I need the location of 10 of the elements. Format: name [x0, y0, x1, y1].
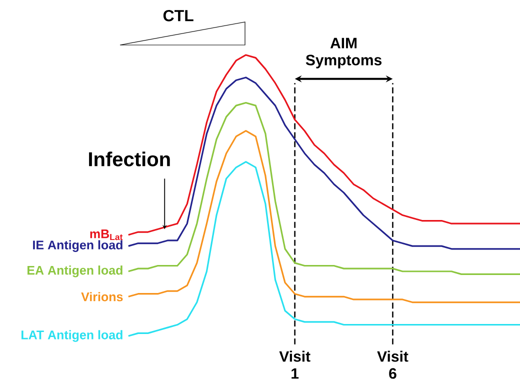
text: Visit 6 — [377, 350, 408, 379]
text: CTL — [163, 10, 194, 22]
annotation: Infection — [89, 152, 170, 166]
series-label: Virions — [81, 292, 123, 302]
annotation: AIM Symptoms — [306, 38, 382, 68]
series-label: IE Antigen load — [33, 240, 122, 252]
series-label: LAT Antigen load — [22, 330, 122, 342]
series-label: EA Antigen load — [28, 266, 122, 278]
series-label: mB$_{Lat}$ — [90, 230, 123, 240]
text: Visit 1 — [279, 350, 310, 379]
